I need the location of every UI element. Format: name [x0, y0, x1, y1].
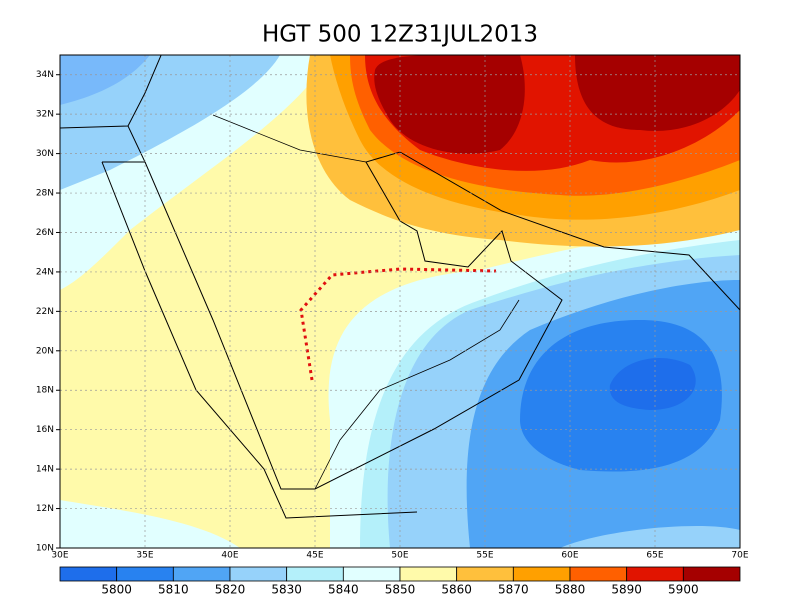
- lon-label: 60E: [561, 551, 578, 561]
- lat-label: 16N: [36, 425, 54, 435]
- colorbar-swatch: [286, 566, 344, 582]
- lat-label: 24N: [36, 267, 54, 277]
- colorbar-label: 5840: [328, 583, 359, 597]
- map-frame: [59, 54, 741, 549]
- lat-label: 26N: [36, 228, 54, 238]
- lat-label: 20N: [36, 346, 54, 356]
- colorbar-label: 5900: [668, 583, 699, 597]
- colorbar-label: 5850: [385, 583, 416, 597]
- lon-label: 40E: [221, 551, 238, 561]
- colorbar-swatch: [682, 566, 741, 582]
- colorbar-swatch: [399, 566, 458, 582]
- graticule: [60, 55, 740, 548]
- lat-label: 28N: [36, 189, 54, 199]
- colorbar-swatch: [59, 566, 118, 582]
- height-field: [60, 55, 740, 548]
- lon-label: 30E: [51, 551, 68, 561]
- colorbar-label: 5820: [215, 583, 246, 597]
- colorbar-label: 5800: [101, 583, 132, 597]
- lat-label: 12N: [36, 504, 54, 514]
- colorbar-label: 5860: [441, 583, 472, 597]
- lon-label: 65E: [646, 551, 663, 561]
- title: HGT 500 12Z31JUL2013: [262, 22, 538, 48]
- lon-label: 55E: [476, 551, 493, 561]
- lat-label: 14N: [36, 465, 54, 475]
- colorbar-swatch: [229, 566, 288, 582]
- lat-label: 30N: [36, 149, 54, 159]
- colorbar-label: 5810: [158, 583, 189, 597]
- lon-label: 70E: [731, 551, 748, 561]
- colorbar-swatch: [569, 566, 628, 582]
- colorbar-label: 5830: [271, 583, 302, 597]
- colorbar-label: 5870: [498, 583, 529, 597]
- colorbar-swatch: [626, 566, 684, 582]
- lon-label: 45E: [306, 551, 323, 561]
- colorbar-swatch: [342, 566, 401, 582]
- lat-label: 34N: [36, 70, 54, 80]
- lat-label: 32N: [36, 110, 54, 120]
- lon-label: 50E: [391, 551, 408, 561]
- colorbar-swatch: [116, 566, 174, 582]
- lat-label: 18N: [36, 386, 54, 396]
- colorbar-label: 5890: [611, 583, 642, 597]
- colorbar-swatch: [172, 566, 231, 582]
- lon-label: 35E: [136, 551, 153, 561]
- colorbar-swatch: [512, 566, 571, 582]
- lat-label: 22N: [36, 307, 54, 317]
- colorbar-swatch: [456, 566, 514, 582]
- lat-label: 10N: [36, 544, 54, 554]
- colorbar-label: 5880: [555, 583, 586, 597]
